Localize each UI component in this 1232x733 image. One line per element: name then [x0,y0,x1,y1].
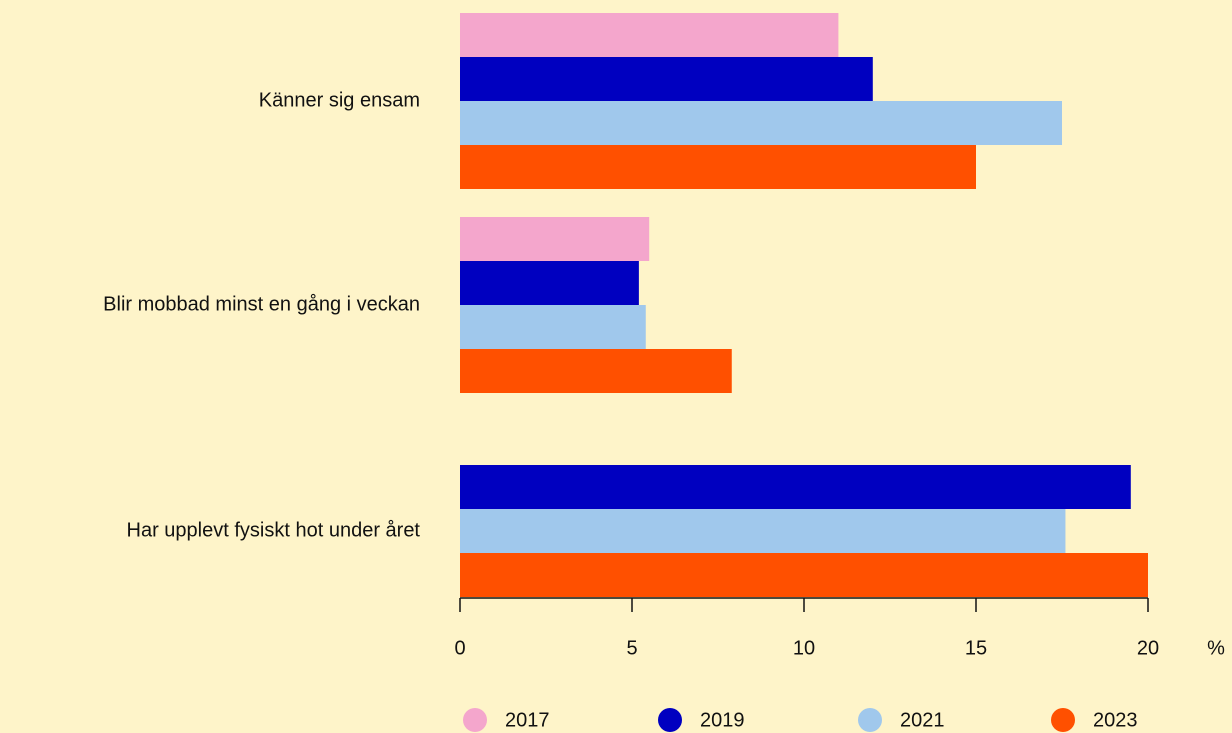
bar [460,509,1066,553]
bar [460,261,639,305]
bar [460,553,1148,597]
bar [460,217,650,261]
category-label: Känner sig ensam [259,89,420,111]
x-tick-label: 15 [965,637,987,659]
bar [460,145,976,189]
bar [460,465,1131,509]
bar [460,57,873,101]
legend-marker [463,708,487,732]
bar [460,101,1062,145]
legend-label: 2021 [900,709,945,731]
x-axis-unit: % [1207,637,1225,659]
legend-label: 2023 [1093,709,1138,731]
bar [460,305,646,349]
category-label: Blir mobbad minst en gång i veckan [103,293,420,315]
legend-marker [658,708,682,732]
x-tick-label: 5 [626,637,637,659]
legend-marker [858,708,882,732]
bar [460,13,839,57]
legend-marker [1051,708,1075,732]
x-tick-label: 0 [454,637,465,659]
x-tick-label: 20 [1137,637,1159,659]
bar [460,349,732,393]
x-tick-label: 10 [793,637,815,659]
category-label: Har upplevt fysiskt hot under året [127,519,421,541]
legend-label: 2019 [700,709,745,731]
legend-label: 2017 [505,709,550,731]
